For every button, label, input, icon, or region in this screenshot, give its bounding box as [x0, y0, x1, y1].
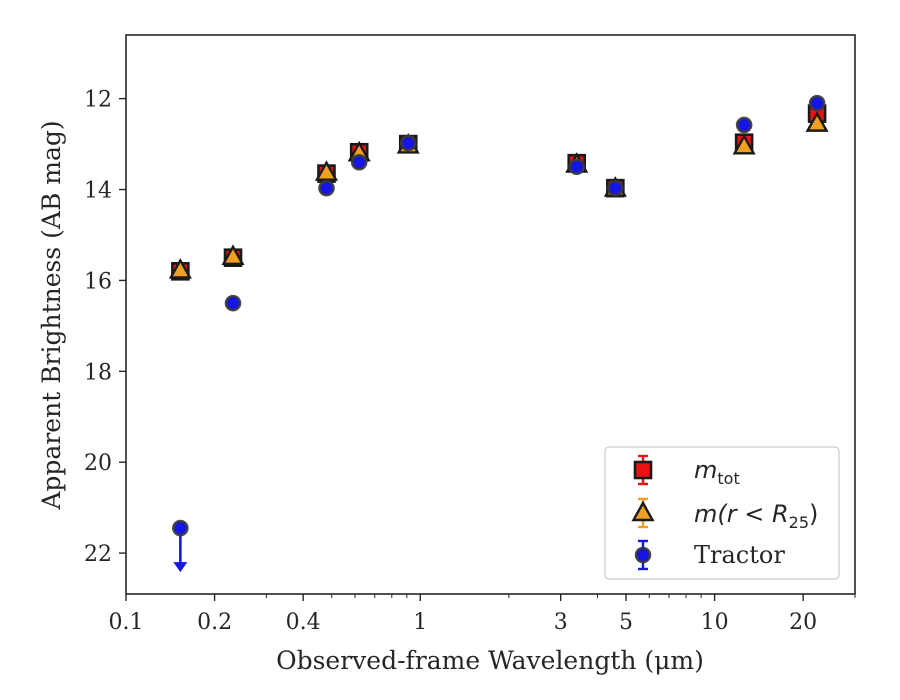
y-tick-label: 18	[84, 360, 112, 385]
point-triangle	[168, 257, 192, 279]
y-axis-label: Apparent Brightness (AB mag)	[37, 120, 66, 510]
point-triangle	[732, 133, 756, 155]
point-triangle	[314, 160, 339, 181]
point-circle	[172, 519, 189, 537]
x-tick-label: 0.4	[286, 610, 321, 635]
point-circle	[350, 153, 368, 171]
y-tick-label: 20	[84, 451, 112, 476]
data-marks	[168, 94, 829, 573]
legend-marker-symbol	[631, 500, 655, 522]
legend-marker-square	[633, 454, 653, 486]
point-triangle	[805, 111, 829, 132]
x-tick-label: 1	[413, 610, 427, 635]
point-circle	[318, 179, 335, 197]
x-tick-label: 20	[789, 610, 817, 635]
y-tick-label: 14	[84, 179, 112, 204]
legend-markers	[631, 454, 655, 571]
series-triangle	[168, 111, 829, 279]
x-tick-label: 3	[554, 610, 568, 635]
y-tick-label: 12	[84, 88, 112, 113]
y-tick-label: 22	[84, 542, 112, 567]
series-square	[171, 104, 827, 281]
legend-label-mr25: m(r < R25)	[694, 500, 818, 532]
point-circle	[607, 179, 624, 197]
point-circle	[224, 294, 242, 312]
point-circle	[808, 94, 826, 112]
legend: mtot m(r < R25) Tractor	[604, 446, 840, 580]
x-tick-label: 0.1	[109, 610, 144, 635]
x-tick-label: 5	[619, 610, 633, 635]
upper-limit-arrowhead	[173, 562, 188, 573]
x-axis-label: Observed-frame Wavelength (μm)	[276, 646, 704, 675]
legend-label-tractor: Tractor	[694, 541, 785, 569]
legend-marker-circle	[634, 539, 652, 571]
point-circle	[399, 134, 417, 152]
legend-label-mtot: mtot	[694, 456, 740, 488]
point-circle	[568, 158, 586, 176]
legend-marker-triangle	[631, 497, 655, 529]
legend-box	[604, 446, 840, 580]
y-tick-label: 16	[84, 269, 112, 294]
series-circle	[172, 94, 826, 573]
plot-frame	[125, 34, 856, 595]
x-tick-label: 10	[701, 610, 729, 635]
point-circle	[735, 116, 753, 134]
axis-ticks: 0.1 0.2 0.4 1 3 5 10 20 12 14 16 18 20 22	[84, 88, 856, 635]
x-tick-label: 0.2	[197, 610, 232, 635]
legend-marker-symbol	[634, 546, 652, 564]
point-triangle	[221, 244, 245, 265]
legend-marker-symbol	[633, 460, 653, 480]
